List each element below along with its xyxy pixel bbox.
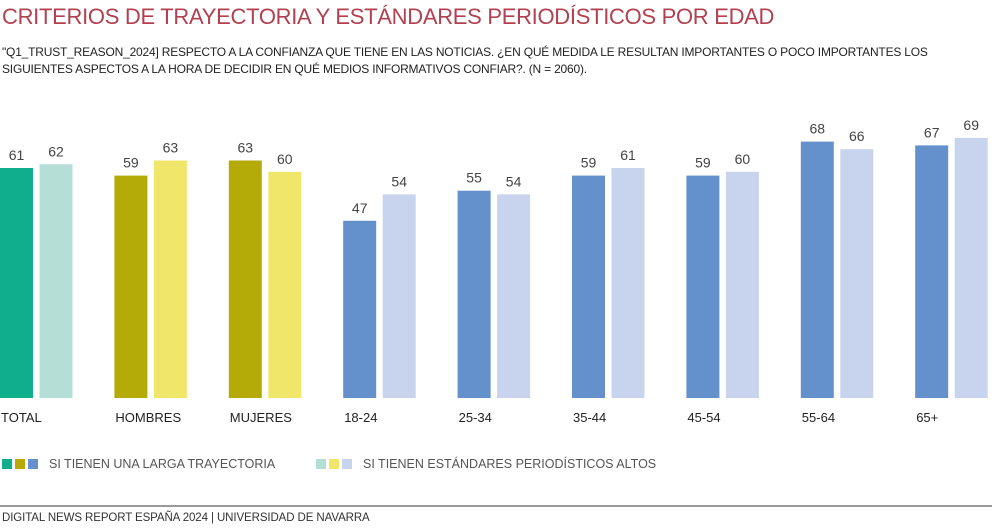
bar-estandares-25-34 — [497, 194, 531, 398]
category-label: 55-64 — [802, 410, 835, 425]
data-label: 54 — [506, 173, 522, 189]
category-label: 25-34 — [459, 410, 492, 425]
data-label: 54 — [391, 173, 407, 189]
legend-swatch — [2, 459, 12, 469]
bar-estandares-total — [39, 164, 73, 398]
legend-item-trayectoria: SI TIENEN UNA LARGA TRAYECTORIA — [2, 457, 275, 471]
category-label: 35-44 — [573, 410, 606, 425]
legend-swatch — [28, 459, 38, 469]
legend-label: SI TIENEN UNA LARGA TRAYECTORIA — [49, 457, 276, 471]
chart-title: CRITERIOS DE TRAYECTORIA Y ESTÁNDARES PE… — [2, 4, 775, 29]
bar-trayectoria-45-54 — [686, 175, 720, 398]
category-label: HOMBRES — [115, 410, 181, 425]
bar-estandares-65- — [954, 137, 988, 398]
bar-estandares-mujeres — [268, 171, 302, 398]
data-label: 60 — [735, 151, 751, 167]
data-label: 68 — [810, 121, 826, 137]
data-label: 55 — [466, 170, 482, 186]
bar-chart: 61 62 TOTAL 59 63 HOMBRES 63 60 MUJERES 47 54 18-24… — [0, 117, 988, 425]
footer-credit: DIGITAL NEWS REPORT ESPAÑA 2024 | UNIVER… — [2, 512, 370, 524]
data-label: 61 — [620, 147, 636, 163]
legend-swatch — [15, 459, 25, 469]
data-label: 47 — [352, 200, 368, 216]
bar-trayectoria-hombres — [114, 175, 148, 398]
bar-trayectoria-65- — [915, 145, 949, 398]
category-label: 65+ — [916, 410, 938, 425]
bar-estandares-55-64 — [840, 149, 874, 398]
category-label: TOTAL — [1, 410, 42, 425]
data-label: 66 — [849, 128, 865, 144]
legend-label: SI TIENEN ESTÁNDARES PERIODÍSTICOS ALTOS — [363, 457, 657, 471]
bar-estandares-hombres — [153, 160, 187, 398]
data-label: 62 — [48, 143, 64, 159]
chart-subtitle: "Q1_TRUST_REASON_2024] RESPECTO A LA CON… — [2, 45, 928, 76]
category-label: MUJERES — [230, 410, 292, 425]
bar-estandares-35-44 — [611, 168, 645, 398]
bar-trayectoria-25-34 — [457, 190, 491, 398]
data-label: 59 — [123, 155, 139, 171]
data-label: 63 — [238, 140, 254, 156]
legend-swatch — [329, 459, 339, 469]
legend-swatch — [342, 459, 352, 469]
bar-trayectoria-18-24 — [343, 220, 377, 398]
footer-divider — [0, 505, 992, 507]
data-label: 69 — [963, 117, 979, 133]
legend-swatch — [316, 459, 326, 469]
category-label: 18-24 — [344, 410, 377, 425]
data-label: 59 — [581, 155, 597, 171]
bar-trayectoria-55-64 — [800, 141, 834, 398]
bar-trayectoria-total — [0, 168, 33, 398]
bar-trayectoria-mujeres — [228, 160, 262, 398]
data-label: 61 — [9, 147, 25, 163]
legend-item-estandares: SI TIENEN ESTÁNDARES PERIODÍSTICOS ALTOS — [316, 457, 656, 471]
bar-estandares-18-24 — [382, 194, 416, 398]
data-label: 59 — [695, 155, 711, 171]
data-label: 63 — [163, 140, 179, 156]
data-label: 67 — [924, 124, 940, 140]
category-label: 45-54 — [687, 410, 720, 425]
bar-trayectoria-35-44 — [572, 175, 605, 398]
bar-estandares-45-54 — [725, 171, 759, 398]
data-label: 60 — [277, 151, 293, 167]
